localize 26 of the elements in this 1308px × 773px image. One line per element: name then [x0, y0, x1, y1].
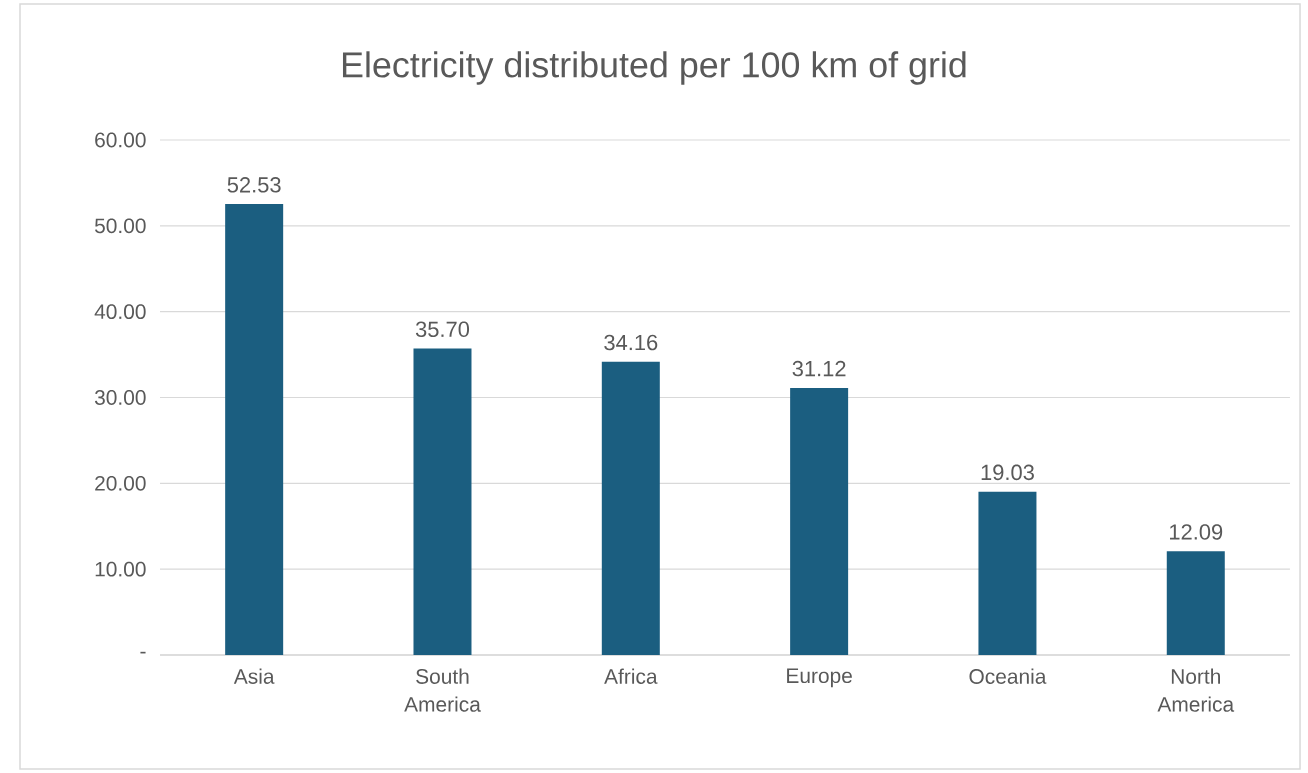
bar — [413, 348, 472, 655]
data-label: 52.53 — [227, 177, 281, 193]
x-tick-label: North America — [1157, 668, 1235, 712]
x-tick-label: Oceania — [969, 668, 1047, 684]
data-label: 35.70 — [415, 321, 470, 338]
x-tick-label: Asia — [233, 668, 275, 684]
bar — [978, 491, 1037, 655]
bar — [790, 387, 849, 655]
y-tick-label: 60.00 — [95, 132, 146, 148]
data-label: 12.09 — [1170, 524, 1223, 540]
chart-title: Electricity distributed per 100 km of grid — [342, 51, 966, 85]
bar — [1166, 551, 1225, 655]
y-tick-label: 40.00 — [94, 304, 146, 320]
data-label: 34.16 — [604, 334, 658, 351]
data-label: 19.03 — [981, 464, 1034, 481]
bar — [601, 361, 660, 655]
x-tick-label: Africa — [604, 668, 658, 684]
y-tick-label: - — [140, 651, 146, 654]
y-tick-label: 50.00 — [94, 218, 146, 234]
x-tick-label: Europe — [787, 668, 852, 688]
y-tick-label: 30.00 — [94, 390, 146, 405]
bar — [225, 204, 284, 655]
y-tick-label: 10.00 — [95, 561, 146, 577]
x-tick-label: South America — [404, 668, 481, 712]
y-tick-label: 20.00 — [95, 475, 146, 491]
data-label: 31.12 — [792, 360, 846, 377]
